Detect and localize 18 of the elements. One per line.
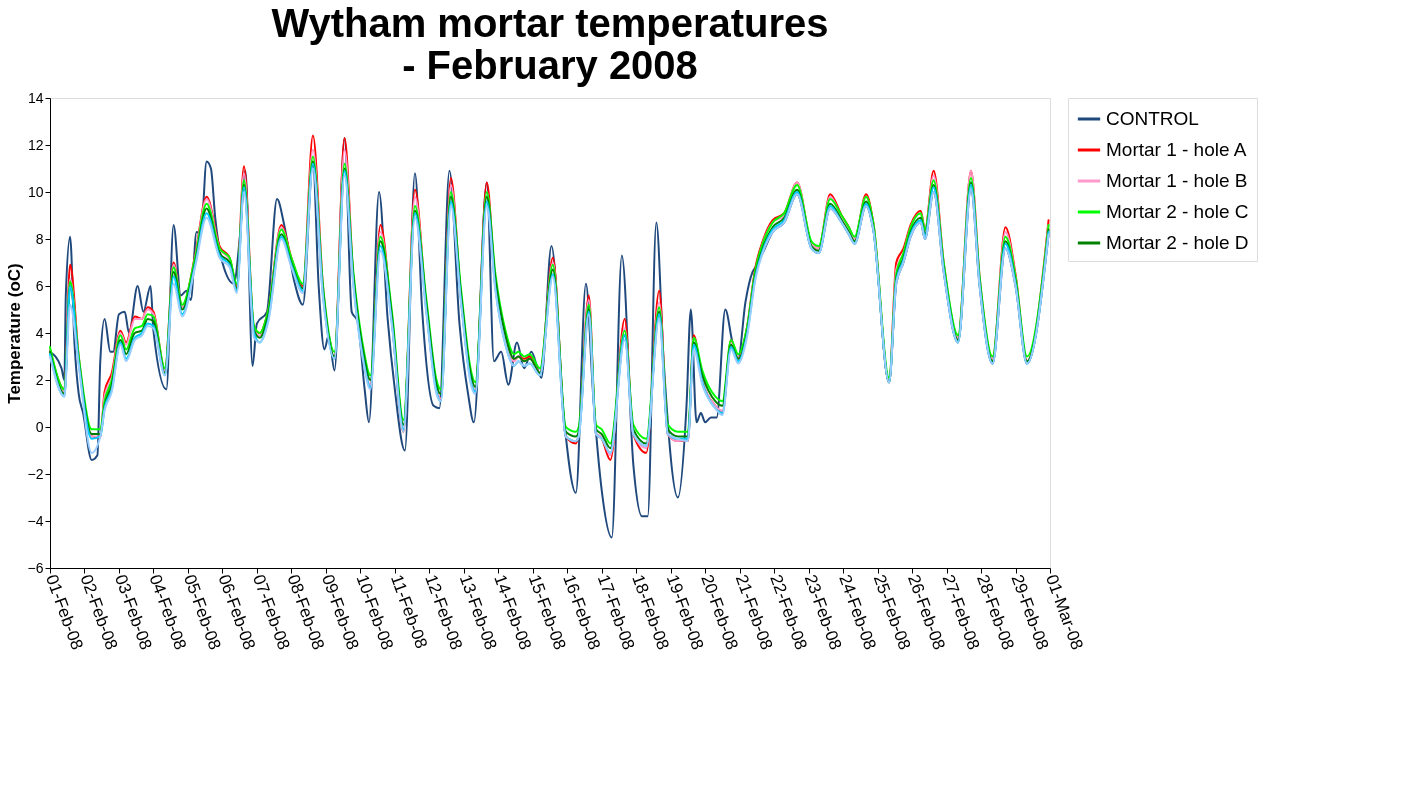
y-tick-label: 12 (27, 136, 44, 153)
y-tick-label: −4 (27, 512, 44, 529)
legend-label: Mortar 2 - hole C (1106, 201, 1249, 222)
legend-label: Mortar 1 - hole B (1106, 170, 1248, 191)
y-tick-label: −2 (27, 465, 44, 482)
legend-label: Mortar 1 - hole A (1106, 139, 1247, 160)
y-tick-label: 6 (35, 277, 44, 294)
legend-label: Mortar 2 - hole D (1106, 232, 1249, 253)
y-tick-label: 10 (27, 183, 44, 200)
y-tick-label: 8 (35, 230, 44, 247)
y-tick-label: 14 (27, 89, 44, 106)
y-axis-title: Temperature (oC) (4, 263, 24, 404)
legend-label: CONTROL (1106, 108, 1199, 129)
y-tick-label: 0 (35, 418, 44, 435)
y-tick-label: 2 (35, 371, 44, 388)
y-tick-label: −6 (27, 559, 44, 576)
chart-title: Wytham mortar temperatures - February 2008 (271, 1, 829, 87)
y-tick-label: 4 (35, 324, 44, 341)
